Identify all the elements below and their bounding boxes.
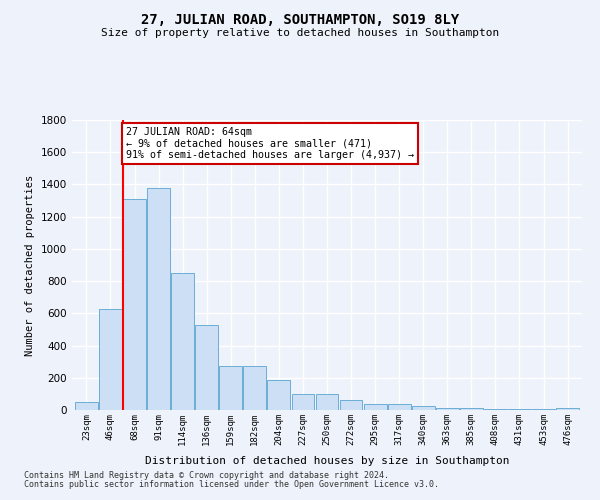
Bar [508,409,531,410]
Bar [340,400,362,410]
Bar [99,308,122,410]
Text: 27, JULIAN ROAD, SOUTHAMPTON, SO19 8LY: 27, JULIAN ROAD, SOUTHAMPTON, SO19 8LY [141,12,459,26]
Bar [388,404,410,410]
Bar [556,408,579,410]
Bar [171,273,194,410]
Bar [147,188,170,410]
Bar [75,402,98,410]
Y-axis label: Number of detached properties: Number of detached properties [25,174,35,356]
Bar [532,409,555,410]
X-axis label: Distribution of detached houses by size in Southampton: Distribution of detached houses by size … [145,456,509,466]
Bar [484,409,507,410]
Bar [268,380,290,410]
Text: 27 JULIAN ROAD: 64sqm
← 9% of detached houses are smaller (471)
91% of semi-deta: 27 JULIAN ROAD: 64sqm ← 9% of detached h… [126,127,414,160]
Bar [364,404,386,410]
Bar [460,408,483,410]
Bar [292,394,314,410]
Bar [316,394,338,410]
Bar [123,199,146,410]
Text: Size of property relative to detached houses in Southampton: Size of property relative to detached ho… [101,28,499,38]
Text: Contains HM Land Registry data © Crown copyright and database right 2024.: Contains HM Land Registry data © Crown c… [24,471,389,480]
Bar [436,408,459,410]
Bar [220,366,242,410]
Bar [244,366,266,410]
Bar [195,324,218,410]
Bar [412,406,434,410]
Text: Contains public sector information licensed under the Open Government Licence v3: Contains public sector information licen… [24,480,439,489]
